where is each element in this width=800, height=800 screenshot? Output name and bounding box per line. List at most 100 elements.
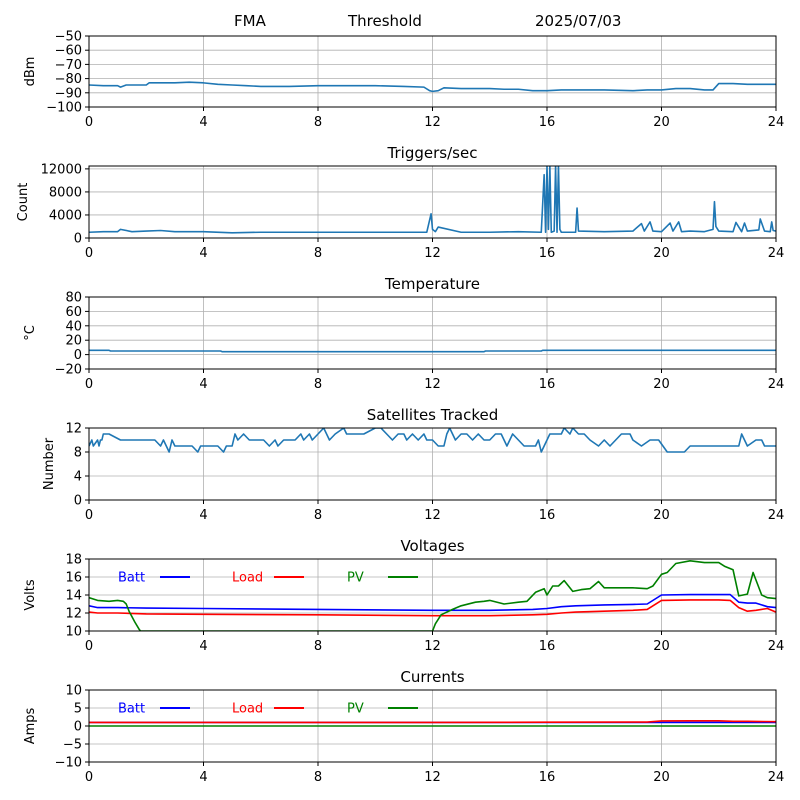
mode-label: Threshold: [348, 12, 422, 30]
x-tick-label: 8: [314, 639, 322, 654]
series-line: [89, 166, 776, 234]
y-tick-label: 12: [65, 422, 82, 437]
x-tick-label: 24: [768, 115, 785, 130]
x-tick-label: 8: [314, 246, 322, 261]
y-tick-label: 16: [65, 571, 82, 586]
x-tick-label: 4: [199, 115, 207, 130]
y-tick-label: −5: [63, 738, 82, 753]
y-tick-label: 0: [74, 232, 82, 247]
y-tick-label: −60: [55, 44, 82, 59]
series-line: [89, 349, 776, 353]
y-tick-label: −80: [55, 72, 82, 87]
y-tick-label: 10: [65, 625, 82, 640]
x-tick-label: 16: [539, 508, 556, 523]
y-tick-label: −70: [55, 58, 82, 73]
x-tick-label: 0: [85, 770, 93, 785]
series-line-load: [89, 719, 776, 724]
y-tick-label: 8000: [49, 185, 82, 200]
y-tick-label: −100: [46, 101, 82, 116]
chart-panel-1: 0 4 8 12 16 20 24 −100−90−80−70−60−50 dBm: [23, 30, 784, 131]
x-tick-label: 0: [85, 639, 93, 654]
x-tick-label: 20: [653, 639, 670, 654]
legend-label-pv: PV: [347, 571, 364, 586]
y-tick-label: 80: [65, 291, 82, 306]
date-label: 2025/07/03: [535, 12, 622, 30]
chart-title: Satellites Tracked: [367, 406, 498, 424]
series-line-pv: [89, 559, 776, 631]
y-tick-label: 8: [74, 446, 82, 461]
x-tick-label: 8: [314, 115, 322, 130]
y-tick-label: 10: [65, 684, 82, 699]
x-tick-label: 12: [424, 246, 441, 261]
x-tick-label: 4: [199, 639, 207, 654]
x-tick-label: 0: [85, 377, 93, 392]
series-line-batt: [89, 593, 776, 612]
x-tick-label: 4: [199, 508, 207, 523]
y-tick-label: 4000: [49, 208, 82, 223]
x-tick-label: 24: [768, 246, 785, 261]
chart-panel-4: 0 4 8 12 16 20 24 0 4 8 12 Satellites Tracked Number: [42, 406, 784, 523]
x-tick-label: 12: [424, 639, 441, 654]
y-tick-label: 40: [65, 319, 82, 334]
series-line: [89, 428, 776, 453]
chart-panel-2: 0 4 8 12 16 20 24 0 4000 8000 12000 Triggers/sec Cou…: [16, 144, 784, 261]
x-tick-label: 20: [653, 377, 670, 392]
x-tick-label: 12: [424, 377, 441, 392]
legend-label-batt: Batt: [118, 702, 145, 717]
chart-panel-6: 0 4 8 12 16 20 24 −10 −5 0 5 10 Currents Amps Batt Load…: [23, 668, 784, 785]
y-tick-label: −10: [55, 756, 82, 771]
legend-label-pv: PV: [347, 702, 364, 717]
y-axis-label: Count: [16, 183, 31, 222]
legend-label-load: Load: [232, 702, 263, 717]
chart-title: Voltages: [400, 537, 464, 555]
y-tick-label: −90: [55, 86, 82, 101]
y-tick-label: 5: [74, 702, 82, 717]
station-label: FMA: [234, 12, 266, 30]
legend-label-batt: Batt: [118, 571, 145, 586]
y-tick-label: 60: [65, 305, 82, 320]
chart-title: Currents: [400, 668, 464, 686]
y-tick-label: −50: [55, 30, 82, 45]
x-tick-label: 24: [768, 639, 785, 654]
y-tick-label: 20: [65, 334, 82, 349]
series-line-load: [89, 599, 776, 617]
y-tick-label: 0: [74, 348, 82, 363]
y-tick-label: 0: [74, 720, 82, 735]
y-tick-label: 4: [74, 470, 82, 485]
x-tick-label: 8: [314, 377, 322, 392]
x-tick-label: 12: [424, 115, 441, 130]
figure-header: FMA Threshold 2025/07/03: [0, 0, 800, 36]
x-tick-label: 8: [314, 770, 322, 785]
x-tick-label: 24: [768, 377, 785, 392]
x-tick-label: 12: [424, 508, 441, 523]
x-tick-label: 20: [653, 246, 670, 261]
x-tick-label: 16: [539, 246, 556, 261]
x-tick-label: 4: [199, 377, 207, 392]
x-tick-label: 0: [85, 508, 93, 523]
x-tick-label: 4: [199, 246, 207, 261]
x-tick-label: 16: [539, 639, 556, 654]
y-axis-label: dBm: [23, 57, 38, 87]
x-tick-label: 0: [85, 246, 93, 261]
x-tick-label: 4: [199, 770, 207, 785]
x-tick-label: 16: [539, 115, 556, 130]
x-tick-label: 24: [768, 770, 785, 785]
y-tick-label: 12: [65, 607, 82, 622]
legend-label-load: Load: [232, 571, 263, 586]
y-axis-label: Amps: [23, 707, 38, 744]
y-tick-label: 14: [65, 589, 82, 604]
y-tick-label: 12000: [41, 162, 82, 177]
chart-panel-5: 0 4 8 12 16 20 24 10 12 14 16 18 Voltages Volts Batt Lo…: [23, 537, 784, 654]
x-tick-label: 16: [539, 770, 556, 785]
y-tick-label: 18: [65, 553, 82, 568]
x-tick-label: 20: [653, 115, 670, 130]
x-tick-label: 24: [768, 508, 785, 523]
y-axis-label: °C: [23, 325, 38, 341]
y-tick-label: −20: [55, 363, 82, 378]
x-tick-label: 20: [653, 508, 670, 523]
x-tick-label: 0: [85, 115, 93, 130]
chart-title: Temperature: [384, 275, 480, 293]
series-line: [89, 81, 776, 93]
